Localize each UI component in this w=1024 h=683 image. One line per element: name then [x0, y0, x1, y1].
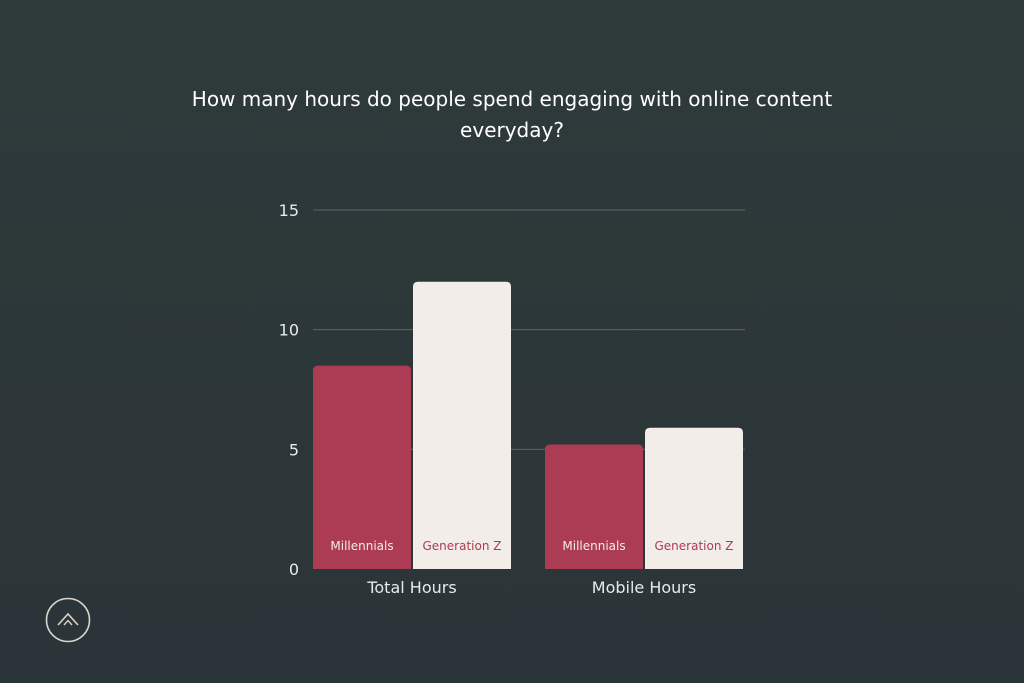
- bar: [545, 444, 643, 569]
- bar: [413, 281, 511, 569]
- bar-series-label: Generation Z: [655, 539, 734, 553]
- x-category-label: Total Hours: [366, 578, 456, 597]
- chart-title: How many hours do people spend engaging …: [191, 87, 833, 142]
- bar-series-label: Millennials: [562, 539, 625, 553]
- bar: [313, 365, 411, 569]
- y-tick-label: 15: [279, 201, 299, 220]
- chevron-up-icon[interactable]: [45, 597, 91, 643]
- y-tick-label: 0: [289, 560, 299, 579]
- bar-series-label: Generation Z: [423, 539, 502, 553]
- x-category-label: Mobile Hours: [592, 578, 696, 597]
- y-tick-label: 10: [279, 321, 299, 340]
- bar-series-label: Millennials: [330, 539, 393, 553]
- y-tick-label: 5: [289, 440, 299, 459]
- bar: [645, 427, 743, 569]
